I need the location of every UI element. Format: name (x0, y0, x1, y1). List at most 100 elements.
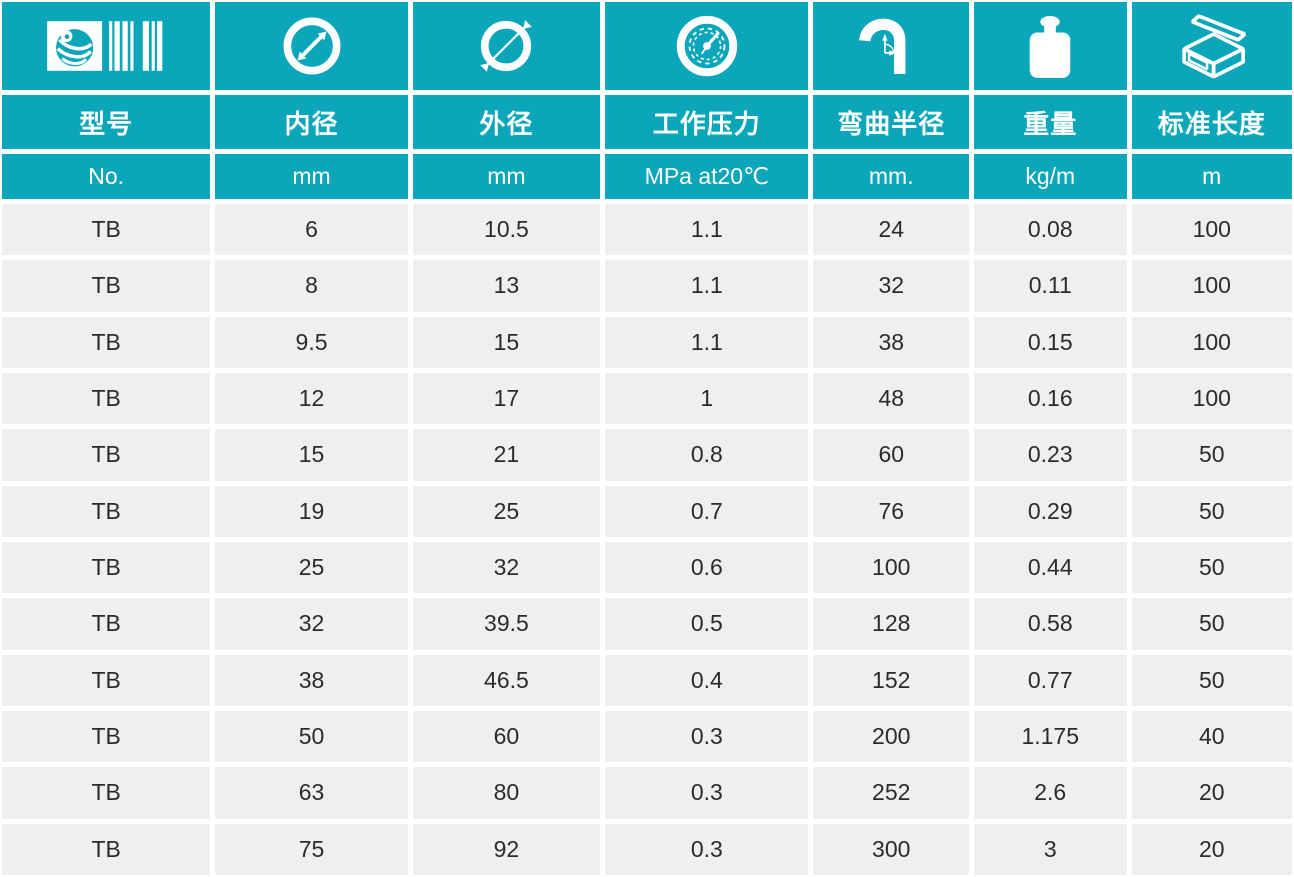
table-cell: 40 (1131, 710, 1292, 763)
table-cell: 0.6 (605, 541, 809, 594)
table-cell: TB (2, 485, 211, 537)
table-cell: 50 (1131, 429, 1292, 481)
table-cell: 19 (215, 485, 408, 537)
column-header-model: 型号 (2, 95, 211, 149)
table-cell: 24 (813, 204, 969, 256)
table-cell: 0.11 (973, 260, 1127, 312)
icon-cell-pressure (605, 2, 809, 90)
table-cell: TB (2, 767, 211, 819)
table-cell: 92 (412, 823, 601, 875)
table-cell: 0.15 (973, 316, 1127, 368)
table-cell: 10.5 (412, 204, 601, 256)
table-cell: 100 (1131, 204, 1292, 256)
table-cell: 0.16 (973, 372, 1127, 425)
table-cell: 60 (813, 429, 969, 481)
table-cell: 46.5 (412, 654, 601, 706)
table-cell: 38 (215, 654, 408, 706)
table-cell: 75 (215, 823, 408, 875)
table-cell: 13 (412, 260, 601, 312)
table-cell: 32 (412, 541, 601, 594)
table-cell: 252 (813, 767, 969, 819)
table-cell: 0.3 (605, 710, 809, 763)
table-cell: 100 (1131, 260, 1292, 312)
table-cell: TB (2, 260, 211, 312)
column-header-outer-dia: 外径 (412, 95, 601, 149)
table-cell: 1 (605, 372, 809, 425)
table-cell: 48 (813, 372, 969, 425)
unit-model: No. (2, 154, 211, 199)
table-cell: 76 (813, 485, 969, 537)
table-cell: 39.5 (412, 598, 601, 650)
column-header-bend-radius: 弯曲半径 (813, 95, 969, 149)
icon-cell-outer-diameter (412, 2, 601, 90)
table-cell: TB (2, 654, 211, 706)
icon-cell-inner-diameter (215, 2, 408, 90)
table-cell: 15 (215, 429, 408, 481)
unit-bend-radius: mm. (813, 154, 969, 199)
icon-cell-model (2, 2, 211, 90)
bend-radius-icon (859, 18, 906, 74)
table-cell: 128 (813, 598, 969, 650)
table-cell: 2.6 (973, 767, 1127, 819)
outer-diameter-icon (480, 20, 533, 72)
icon-cell-weight (973, 2, 1127, 90)
table-cell: 100 (813, 541, 969, 594)
logo-barcode-icon (46, 21, 162, 71)
table-cell: 0.23 (973, 429, 1127, 481)
table-cell: 0.3 (605, 767, 809, 819)
table-cell: 32 (215, 598, 408, 650)
table-cell: TB (2, 204, 211, 256)
table-cell: 15 (412, 316, 601, 368)
table-cell: 50 (1131, 598, 1292, 650)
table-cell: 0.7 (605, 485, 809, 537)
package-box-icon (1182, 14, 1246, 79)
weight-icon (1029, 16, 1071, 78)
table-cell: 3 (973, 823, 1127, 875)
table-cell: 6 (215, 204, 408, 256)
table-cell: TB (2, 710, 211, 763)
table-cell: 0.58 (973, 598, 1127, 650)
column-header-inner-dia: 内径 (215, 95, 408, 149)
column-header-pressure: 工作压力 (605, 95, 809, 149)
table-cell: 1.175 (973, 710, 1127, 763)
table-cell: 21 (412, 429, 601, 481)
table-cell: TB (2, 598, 211, 650)
table-cell: 1.1 (605, 260, 809, 312)
unit-pressure: MPa at20℃ (605, 154, 809, 199)
table-cell: 100 (1131, 372, 1292, 425)
icon-cell-length (1131, 2, 1292, 90)
table-cell: 0.3 (605, 823, 809, 875)
table-cell: 50 (215, 710, 408, 763)
table-cell: 1.1 (605, 204, 809, 256)
table-cell: 50 (1131, 654, 1292, 706)
table-cell: 50 (1131, 541, 1292, 594)
table-cell: 63 (215, 767, 408, 819)
table-cell: 9.5 (215, 316, 408, 368)
table-cell: 300 (813, 823, 969, 875)
table-cell: 20 (1131, 823, 1292, 875)
table-cell: 100 (1131, 316, 1292, 368)
table-cell: 32 (813, 260, 969, 312)
unit-weight: kg/m (973, 154, 1127, 199)
column-header-weight: 重量 (973, 95, 1127, 149)
pressure-gauge-icon (676, 15, 737, 77)
icon-cell-bend-radius (813, 2, 969, 90)
table-cell: 0.29 (973, 485, 1127, 537)
table-cell: 200 (813, 710, 969, 763)
table-cell: 17 (412, 372, 601, 425)
table-cell: 152 (813, 654, 969, 706)
table-cell: 25 (215, 541, 408, 594)
inner-diameter-icon (283, 17, 340, 75)
table-cell: 0.44 (973, 541, 1127, 594)
table-cell: 80 (412, 767, 601, 819)
table-cell: 0.08 (973, 204, 1127, 256)
table-cell: 38 (813, 316, 969, 368)
table-cell: 1.1 (605, 316, 809, 368)
table-cell: 20 (1131, 767, 1292, 819)
table-cell: 60 (412, 710, 601, 763)
table-cell: 0.8 (605, 429, 809, 481)
table-cell: 12 (215, 372, 408, 425)
unit-inner-dia: mm (215, 154, 408, 199)
